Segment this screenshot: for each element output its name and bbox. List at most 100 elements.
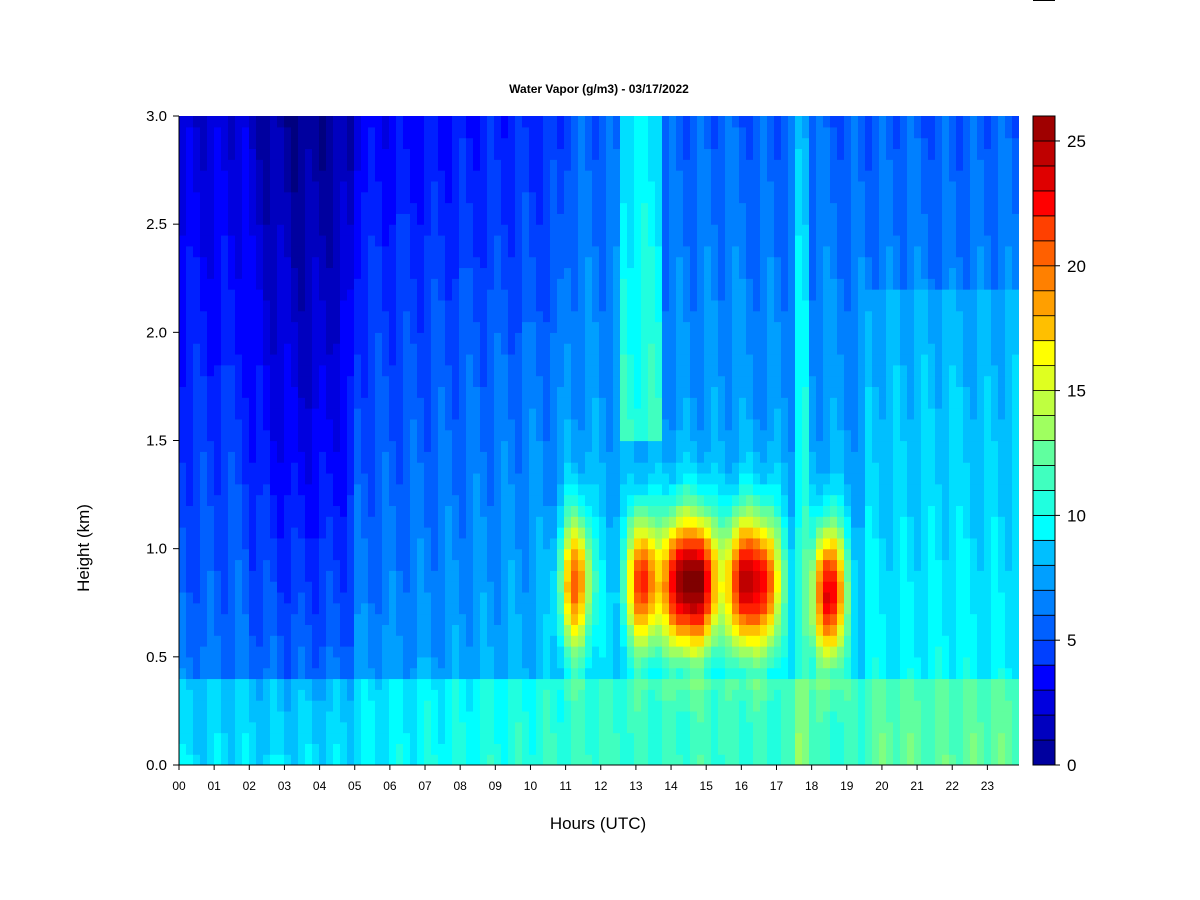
heatmap-cell <box>242 364 250 377</box>
heatmap-cell <box>452 116 460 128</box>
heatmap-cell <box>634 191 642 204</box>
heatmap-cell <box>221 624 229 636</box>
heatmap-cell <box>620 289 628 301</box>
heatmap-cell <box>606 299 614 312</box>
heatmap-cell <box>298 732 306 744</box>
heatmap-cell <box>382 527 390 539</box>
heatmap-cell <box>690 602 698 615</box>
heatmap-cell <box>256 245 264 258</box>
heatmap-cell <box>179 548 187 561</box>
heatmap-cell <box>662 159 670 171</box>
heatmap-cell <box>634 137 642 150</box>
heatmap-cell <box>382 462 390 474</box>
heatmap-cell <box>508 245 516 258</box>
heatmap-cell <box>655 602 663 615</box>
heatmap-cell <box>305 656 313 669</box>
heatmap-cell <box>711 375 719 388</box>
heatmap-cell <box>410 678 418 690</box>
heatmap-cell <box>291 472 299 485</box>
heatmap-cell <box>445 148 453 160</box>
heatmap-cell <box>669 364 677 377</box>
heatmap-cell <box>179 159 187 171</box>
heatmap-cell <box>739 343 747 355</box>
heatmap-cell <box>522 462 530 474</box>
heatmap-cell <box>732 332 740 344</box>
heatmap-cell <box>438 689 446 701</box>
heatmap-cell <box>375 527 383 539</box>
heatmap-cell <box>249 624 257 636</box>
heatmap-cell <box>676 126 684 139</box>
heatmap-cell <box>501 310 509 323</box>
heatmap-cell <box>739 516 747 528</box>
heatmap-cell <box>599 224 607 236</box>
heatmap-cell <box>186 245 194 258</box>
heatmap-cell <box>354 126 362 139</box>
heatmap-cell <box>326 408 334 420</box>
heatmap-cell <box>459 213 467 225</box>
heatmap-cell <box>711 116 719 128</box>
heatmap-cell <box>543 213 551 225</box>
heatmap-cell <box>410 213 418 225</box>
heatmap-cell <box>326 581 334 593</box>
heatmap-cell <box>319 635 327 647</box>
heatmap-cell <box>452 721 460 734</box>
heatmap-cell <box>746 451 754 463</box>
heatmap-cell <box>228 408 236 420</box>
heatmap-cell <box>326 386 334 398</box>
heatmap-cell <box>718 548 726 561</box>
heatmap-cell <box>179 224 187 236</box>
heatmap-cell <box>487 256 495 269</box>
heatmap-cell <box>480 700 488 712</box>
heatmap-cell <box>480 656 488 669</box>
heatmap-cell <box>669 613 677 625</box>
heatmap-cell <box>235 418 243 431</box>
heatmap-cell <box>529 180 537 193</box>
heatmap-cell <box>361 743 369 755</box>
heatmap-cell <box>557 700 565 712</box>
heatmap-cell <box>235 710 243 723</box>
heatmap-cell <box>333 321 341 333</box>
heatmap-cell <box>193 332 201 344</box>
heatmap-cell <box>522 408 530 420</box>
heatmap-cell <box>718 397 726 409</box>
heatmap-cell <box>655 180 663 193</box>
heatmap-cell <box>746 321 754 333</box>
heatmap-cell <box>256 213 264 225</box>
heatmap-cell <box>690 548 698 561</box>
heatmap-cell <box>592 137 600 150</box>
heatmap-cell <box>676 570 684 582</box>
heatmap-cell <box>305 516 313 528</box>
heatmap-cell <box>641 180 649 193</box>
heatmap-cell <box>242 732 250 744</box>
heatmap-cell <box>221 353 229 366</box>
heatmap-cell <box>571 462 579 474</box>
heatmap-cell <box>431 170 439 182</box>
heatmap-cell <box>284 267 292 279</box>
heatmap-cell <box>543 624 551 636</box>
heatmap-cell <box>634 689 642 701</box>
heatmap-cell <box>417 591 425 604</box>
heatmap-cell <box>438 375 446 388</box>
heatmap-cell <box>522 667 530 680</box>
heatmap-cell <box>221 397 229 409</box>
heatmap-cell <box>494 613 502 625</box>
heatmap-cell <box>627 321 635 333</box>
heatmap-cell <box>298 635 306 647</box>
heatmap-cell <box>627 559 635 571</box>
heatmap-cell <box>550 429 558 442</box>
heatmap-cell <box>249 256 257 269</box>
heatmap-cell <box>424 505 432 517</box>
heatmap-cell <box>641 299 649 312</box>
heatmap-cell <box>235 364 243 377</box>
heatmap-cell <box>732 299 740 312</box>
heatmap-cell <box>718 418 726 431</box>
heatmap-cell <box>732 213 740 225</box>
heatmap-cell <box>746 418 754 431</box>
heatmap-cell <box>186 408 194 420</box>
heatmap-cell <box>739 364 747 377</box>
heatmap-cell <box>235 202 243 214</box>
heatmap-cell <box>529 364 537 377</box>
heatmap-cell <box>438 386 446 398</box>
heatmap-cell <box>648 700 656 712</box>
heatmap-cell <box>753 418 761 431</box>
